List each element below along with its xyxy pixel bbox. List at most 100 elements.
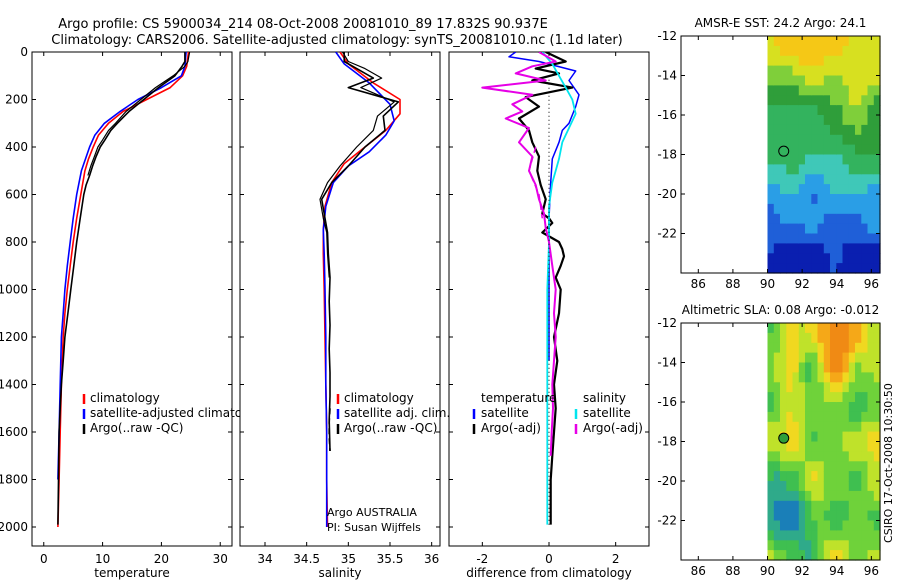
sst-map-cell [867,174,875,185]
sla-map-cell [873,481,881,492]
sst-map-cell [855,243,862,254]
sst-map-cell [873,213,881,225]
sst-map-cell [861,65,869,77]
sst-map-cell [873,144,881,156]
sst-map-cell [773,233,781,244]
salinity-series-3 [319,52,395,278]
sst-map-cell [773,213,781,225]
sst-map-cell [811,85,819,96]
sst-map-cell [817,233,825,244]
sst-map-cell [855,174,862,185]
sst-map-cell [855,164,862,175]
sst-map-cell [855,253,862,264]
temperature-series-3 [87,52,191,176]
sst-map-cell [867,75,875,86]
sla-map-cell [842,530,850,541]
salinity-series-1 [322,52,396,527]
sla-map-cell [848,352,856,364]
sla-map-cell [805,490,812,502]
sst-map-cell [767,233,775,244]
sst-map-cell [817,105,825,116]
depth-tick-label: 1000 [0,283,28,297]
sla-map-cell [836,372,844,383]
sla-map-cell [786,520,794,531]
sst-map-cell [767,194,775,205]
sst-map-cell [848,213,856,225]
sst-map-cell [867,36,875,47]
sla-map-cell [855,382,862,393]
sst-map-cell [773,184,781,195]
sst-map-cell [823,85,831,96]
sla-map-cell [861,540,869,551]
sst-map-cell [805,233,812,244]
sla-map-cell [811,520,819,531]
sst-map-cell [786,263,794,274]
sst-map-cell [805,243,812,254]
sst-map-cell [792,85,800,96]
sst-map-cell [848,75,856,86]
sla-map-cell [873,431,881,443]
sla-map-cell [830,540,837,551]
sst-map-cell [817,36,825,47]
sla-map-cell [836,392,844,403]
sla-map-cell [767,323,775,334]
sst-map-cell [842,164,850,175]
sst-map-cell [848,95,856,106]
sla-map-cell [842,382,850,393]
sla-map-cell [773,451,781,462]
sla-map-cell [830,441,837,452]
sla-map-cell [805,441,812,452]
sst-map-cell [848,243,856,254]
sla-map-cell [855,471,862,482]
sst-map-cell [861,213,869,225]
sst-map-cell [836,213,844,225]
sla-map-cell [817,421,825,433]
sst-map-cell [773,134,781,146]
sst-map-cell [780,65,787,77]
sst-map-cell [773,75,781,86]
sst-map-cell [867,194,875,205]
sla-map-xtick-label: 92 [794,564,809,578]
sst-map-cell [823,144,831,156]
sst-map-cell [811,124,819,136]
sst-map-cell [836,134,844,146]
sla-map-cell [823,411,831,423]
sla-map-cell [861,323,869,334]
sla-map-cell [848,490,856,502]
sla-map-cell [780,392,787,403]
sst-map-cell [855,105,862,116]
sst-map-cell [780,243,787,254]
sla-map-cell [792,451,800,462]
sst-map-cell [842,85,850,96]
sla-map-cell [767,421,775,433]
sst-map-cell [792,154,800,165]
sst-map-cell [836,263,844,274]
sla-map-cell [836,481,844,492]
sst-map-cell [867,213,875,225]
sst-map-cell [792,213,800,225]
sla-map-ytick-label: -18 [657,435,677,449]
sst-map-cell [855,203,862,215]
sla-map-cell [792,490,800,502]
sla-map-cell [767,500,775,512]
sla-map-cell [855,402,862,413]
sla-map-cell [805,481,812,492]
depth-tick-label: 2000 [0,520,28,534]
sst-map-cell [817,164,825,175]
difference-legend-label-0: temperature [481,391,556,405]
sla-map-cell [786,550,794,561]
sla-map-cell [848,481,856,492]
sst-map-cell [873,85,881,96]
sst-map-cell [842,45,850,57]
sla-map-cell [798,451,806,462]
sla-map-cell [773,471,781,482]
sla-map-cell [861,490,869,502]
sla-map-cell [836,510,844,522]
salinity-plot-frame [239,51,441,547]
sla-map-cell [848,540,856,551]
sst-map-cell [823,203,831,215]
sla-map-cell [798,323,806,334]
sst-map-cell [805,134,812,146]
sst-map-cell [842,105,850,116]
sla-map-cell [780,550,787,561]
